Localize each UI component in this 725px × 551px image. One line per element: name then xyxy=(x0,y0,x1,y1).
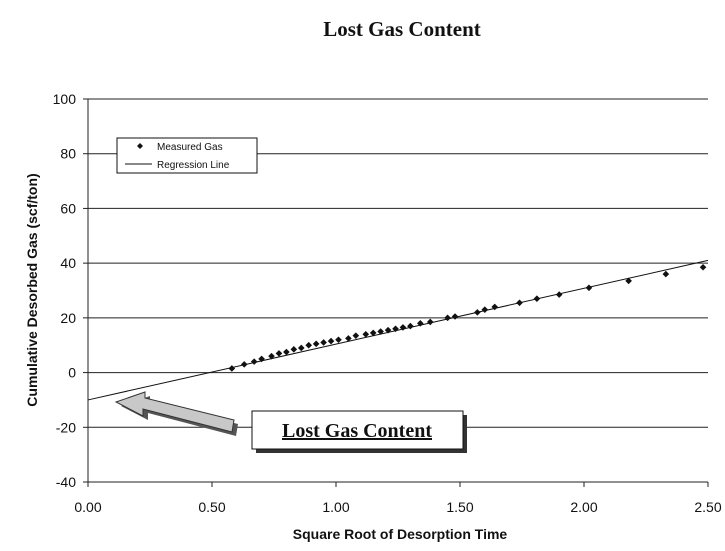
x-tick-label: 2.00 xyxy=(570,499,597,515)
measured-gas-point xyxy=(345,335,352,342)
y-tick-label: 80 xyxy=(60,146,76,162)
axes xyxy=(83,98,709,487)
legend-label-regression-line: Regression Line xyxy=(157,160,230,171)
y-tick-label: 100 xyxy=(53,91,77,107)
measured-gas-point xyxy=(625,277,632,285)
measured-gas-point xyxy=(407,322,414,330)
measured-gas-point xyxy=(240,361,248,368)
measured-gas-point xyxy=(377,328,384,335)
measured-gas-point xyxy=(417,320,424,327)
measured-gas-point xyxy=(297,344,305,352)
measured-gas-point xyxy=(352,332,360,339)
measured-gas-point xyxy=(362,330,370,338)
measured-gas-point xyxy=(228,365,236,372)
x-tick-labels: 0.00 0.50 1.00 1.50 2.00 2.50 xyxy=(74,499,721,515)
legend-marker-measured-gas xyxy=(137,143,143,149)
x-axis-title: Square Root of Desorption Time xyxy=(293,526,508,542)
regression-line xyxy=(87,259,709,401)
y-tick-label: 20 xyxy=(60,310,76,326)
measured-gas-point xyxy=(250,358,258,365)
measured-gas-point xyxy=(533,295,541,303)
measured-gas-point xyxy=(481,306,489,313)
x-tick-label: 2.50 xyxy=(694,499,721,515)
legend: Measured Gas Regression Line xyxy=(116,137,258,174)
measured-gas-point xyxy=(491,303,499,311)
callout-arrow-body xyxy=(114,391,235,433)
measured-gas-point xyxy=(399,324,407,331)
legend-label-measured-gas: Measured Gas xyxy=(157,142,223,153)
measured-gas-points xyxy=(228,263,707,372)
measured-gas-point xyxy=(320,339,327,346)
x-tick-label: 1.00 xyxy=(322,499,349,515)
y-tick-label: 0 xyxy=(68,365,76,381)
measured-gas-point xyxy=(275,350,283,357)
callout-box-frame xyxy=(251,410,464,450)
chart-title: Lost Gas Content xyxy=(323,17,481,41)
measured-gas-point xyxy=(699,263,707,271)
y-axis-title: Cumulative Desorbed Gas (scf/ton) xyxy=(24,173,40,406)
measured-gas-point xyxy=(305,341,313,349)
measured-gas-point xyxy=(369,329,377,337)
callout-label: Lost Gas Content xyxy=(282,420,432,442)
measured-gas-point xyxy=(444,314,451,322)
measured-gas-point xyxy=(555,291,563,298)
measured-gas-point xyxy=(474,309,481,316)
callout-box: Lost Gas Content xyxy=(251,410,467,453)
y-tick-labels: 100 80 60 40 20 0 -20 -40 xyxy=(53,91,77,490)
y-tick-label: 60 xyxy=(60,200,76,216)
x-tick-label: 0.50 xyxy=(198,499,225,515)
x-tick-label: 0.00 xyxy=(74,499,101,515)
y-tick-label: 40 xyxy=(60,255,76,271)
measured-gas-point xyxy=(335,336,342,344)
measured-gas-point xyxy=(585,284,593,292)
measured-gas-point xyxy=(662,270,670,278)
measured-gas-point xyxy=(327,337,335,345)
measured-gas-point xyxy=(312,340,320,348)
measured-gas-point xyxy=(451,313,459,320)
measured-gas-point xyxy=(392,325,399,333)
measured-gas-point xyxy=(258,355,265,363)
measured-gas-point xyxy=(426,318,434,326)
callout-arrow xyxy=(114,391,238,436)
measured-gas-point xyxy=(516,299,523,307)
y-tick-label: -40 xyxy=(56,474,76,490)
measured-gas-point xyxy=(283,348,290,356)
measured-gas-point xyxy=(290,346,298,353)
y-tick-label: -20 xyxy=(56,419,76,435)
measured-gas-point xyxy=(268,352,275,360)
x-tick-label: 1.50 xyxy=(446,499,473,515)
measured-gas-point xyxy=(384,326,392,334)
